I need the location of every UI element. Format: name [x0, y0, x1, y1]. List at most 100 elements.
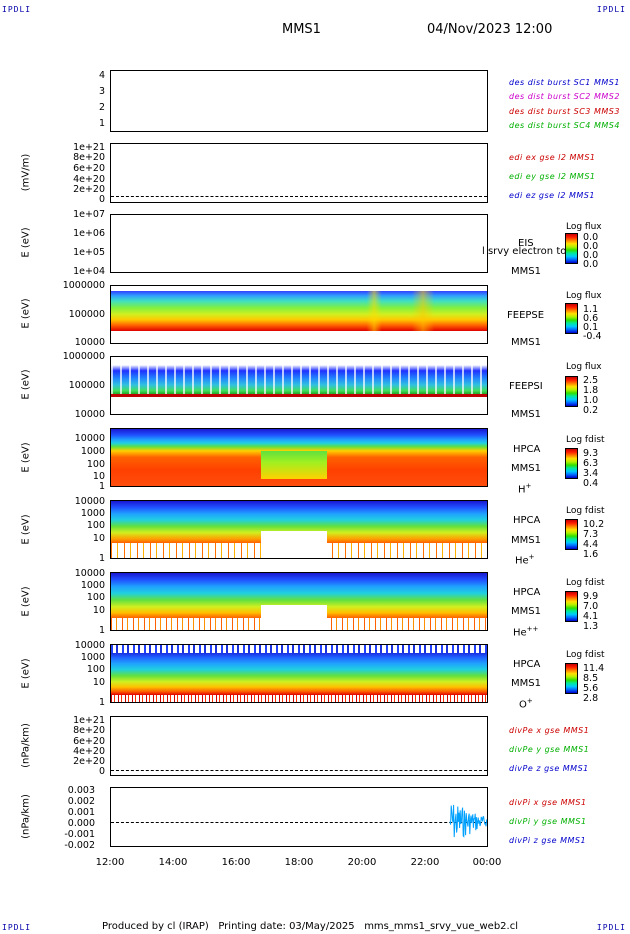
- legend-divpe-x: divPe x gse MMS1: [509, 726, 590, 735]
- corner-label-bottom-left: IPDLI: [2, 923, 32, 932]
- colorbar-value: 9.9: [583, 591, 599, 602]
- panel4-ytick: 10000: [74, 337, 105, 348]
- datetime-title: 04/Nov/2023 12:00: [427, 22, 553, 37]
- panel7-ytick: 100: [86, 520, 105, 531]
- colorbar-value: 8.5: [583, 673, 599, 684]
- colorbar-value: 0.0: [583, 232, 599, 243]
- spectrogram-gap: [261, 531, 327, 558]
- spectrogram-feature: [261, 451, 327, 479]
- colorbar-title: Log fdist: [566, 650, 605, 660]
- legend-sc1: des dist burst SC1 MMS1: [509, 78, 620, 87]
- panel7-ytick: 1000: [80, 508, 105, 519]
- footer-text: Produced by cl (IRAP) Printing date: 03/…: [102, 921, 519, 932]
- x-tick: 00:00: [472, 857, 502, 868]
- panel7-ylabel: E (eV): [20, 514, 32, 545]
- species-charge: +: [528, 553, 535, 561]
- panel7-ytick: 1: [98, 553, 105, 564]
- panel-hpca-h: [110, 428, 488, 487]
- panel8-ytick: 1000: [80, 580, 105, 591]
- panel11-ytick: 0.002: [67, 796, 95, 807]
- panel8-ytick: 10000: [74, 568, 105, 579]
- overlap-label: l srvy electron to: [482, 246, 567, 257]
- panel6-ytick: 100: [86, 459, 105, 470]
- panel2-ytick: 8e+20: [73, 152, 105, 163]
- panel3-ytick: 1e+06: [73, 228, 105, 239]
- instrument-label: HPCA: [513, 444, 541, 455]
- panel6-ytick: 1: [98, 481, 105, 492]
- colorbar-value: 0.1: [583, 322, 599, 333]
- panel2-ytick: 0: [98, 194, 105, 205]
- panel-divpe: [110, 716, 488, 776]
- divpi-trace: [449, 804, 487, 838]
- panel10-ytick: 1e+21: [73, 715, 105, 726]
- colorbar-value: 1.8: [583, 385, 599, 396]
- spacecraft-title: MMS1: [282, 22, 321, 37]
- colorbar-value: 0.4: [583, 478, 599, 489]
- colorbar-value: 0.6: [583, 313, 599, 324]
- corner-label-top-right: IPDLI: [596, 5, 626, 14]
- panel-hpca-he2: [110, 572, 488, 631]
- panel8-ylabel: E (eV): [20, 586, 32, 617]
- instrument-label: HPCA: [513, 587, 541, 598]
- spacecraft-label: MMS1: [511, 266, 541, 277]
- species-charge: ++: [526, 625, 539, 633]
- zero-line: [111, 822, 487, 823]
- colorbar: [565, 448, 578, 479]
- panel8-ytick: 100: [86, 592, 105, 603]
- legend-divpi-y: divPi y gse MMS1: [509, 817, 587, 826]
- legend-divpe-z: divPe z gse MMS1: [509, 764, 589, 773]
- panel1-ytick: 4: [98, 70, 105, 81]
- hpca-o-spectrogram: [111, 651, 487, 695]
- legend-edi-ey: edi ey gse l2 MMS1: [509, 172, 596, 181]
- colorbar: [565, 303, 578, 334]
- divpi-line: [449, 804, 487, 838]
- panel2-ylabel: (mV/m): [20, 153, 32, 192]
- spectrogram-gap: [261, 605, 327, 630]
- panel11-ytick: -0.001: [64, 829, 95, 840]
- panel-eis: [110, 214, 488, 273]
- colorbar: [565, 663, 578, 694]
- panel10-ylabel: (nPa/km): [20, 723, 32, 768]
- panel10-ytick: 2e+20: [73, 756, 105, 767]
- corner-label-bottom-right: IPDLI: [596, 923, 626, 932]
- colorbar-value: 7.3: [583, 529, 599, 540]
- x-tick: 18:00: [284, 857, 314, 868]
- legend-edi-ez: edi ez gse l2 MMS1: [509, 191, 595, 200]
- panel6-ylabel: E (eV): [20, 442, 32, 473]
- colorbar-value: 7.0: [583, 601, 599, 612]
- spacecraft-label: MMS1: [511, 535, 541, 546]
- panel10-ytick: 0: [98, 766, 105, 777]
- panel10-ytick: 8e+20: [73, 725, 105, 736]
- colorbar-value: 3.4: [583, 468, 599, 479]
- spectrogram-red-band: [111, 394, 487, 397]
- panel11-ytick: 0.003: [67, 785, 95, 796]
- colorbar-value: 0.0: [583, 250, 599, 261]
- panel3-ytick: 1e+05: [73, 247, 105, 258]
- panel3-ylabel: E (eV): [20, 227, 32, 258]
- instrument-label: FEEPSI: [509, 381, 543, 392]
- panel7-ytick: 10: [92, 533, 105, 544]
- colorbar-value: 2.8: [583, 693, 599, 704]
- panel5-ytick: 10000: [74, 409, 105, 420]
- panel1-ytick: 2: [98, 102, 105, 113]
- panel5-ytick: 100000: [68, 380, 105, 391]
- panel-feeps-electron: [110, 285, 488, 344]
- panel10-ytick: 6e+20: [73, 736, 105, 747]
- legend-divpi-x: divPi x gse MMS1: [509, 798, 587, 807]
- panel2-ytick: 4e+20: [73, 174, 105, 185]
- panel1-ytick: 3: [98, 86, 105, 97]
- panel4-ytick: 100000: [68, 309, 105, 320]
- x-tick: 12:00: [95, 857, 125, 868]
- panel8-ytick: 1: [98, 625, 105, 636]
- panel-hpca-he: [110, 500, 488, 559]
- panel11-ytick: 0.001: [67, 807, 95, 818]
- colorbar-value: 1.1: [583, 304, 599, 315]
- spectrogram-blank: [111, 331, 487, 343]
- panel11-ytick: 0.000: [67, 818, 95, 829]
- panel5-ylabel: E (eV): [20, 369, 32, 400]
- legend-divpi-z: divPi z gse MMS1: [509, 836, 587, 845]
- panel11-ytick: -0.002: [64, 840, 95, 851]
- spectrogram-sparse-top: [111, 645, 487, 653]
- spacecraft-label: MMS1: [511, 606, 541, 617]
- colorbar-value: 5.6: [583, 683, 599, 694]
